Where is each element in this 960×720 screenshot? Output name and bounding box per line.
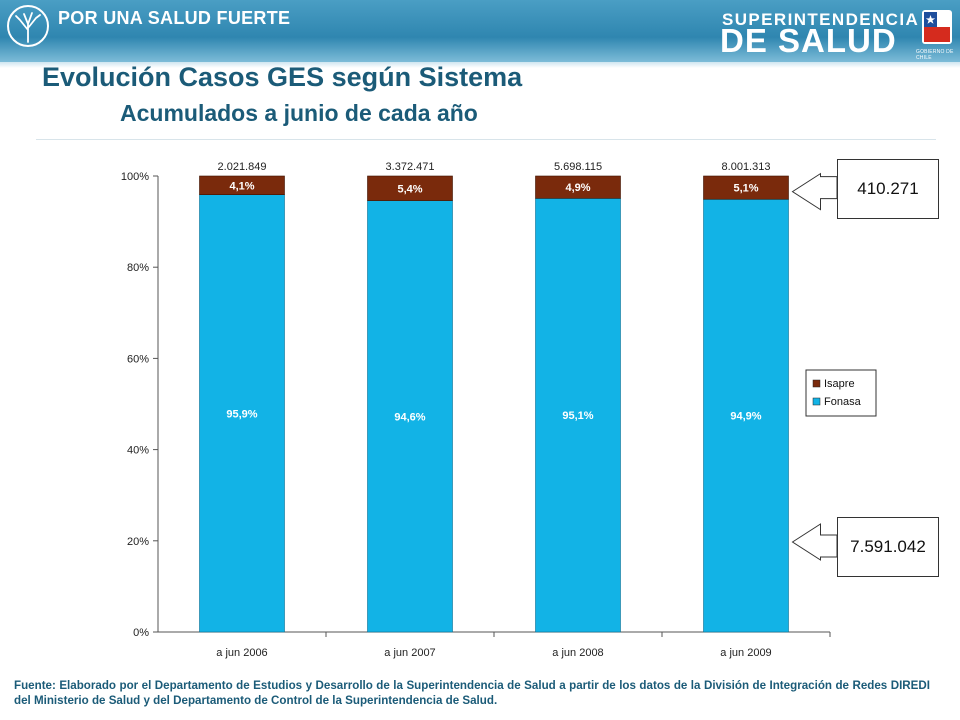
slogan: POR UNA SALUD FUERTE	[58, 8, 291, 28]
data-label-isapre: 5,1%	[733, 183, 758, 195]
bar-isapre	[199, 175, 285, 195]
page-title: Evolución Casos GES según Sistema	[42, 62, 523, 92]
data-label-isapre: 5,4%	[397, 183, 422, 195]
callout-fonasa-total: 7.591.042	[837, 517, 939, 577]
data-label-fonasa: 95,9%	[226, 408, 257, 420]
legend-box	[805, 369, 877, 417]
total-label: 3.372.471	[386, 161, 435, 173]
title-divider	[36, 139, 936, 140]
legend-label: Fonasa	[824, 396, 862, 408]
stacked-bar-chart: 0% 20% 40% 60% 80% 100% 95,9% 4,1% 2.021.849 a j…	[121, 161, 877, 659]
bar-fonasa	[703, 198, 789, 633]
chart-legend: Isapre Fonasa	[805, 369, 877, 417]
brand-top: SUPERINTENDENCIA	[722, 10, 920, 29]
government-shield-icon	[922, 10, 952, 44]
y-tick-label: 100%	[121, 171, 149, 183]
bar-fonasa	[535, 198, 621, 633]
chart-axes: 0% 20% 40% 60% 80% 100%	[121, 171, 831, 639]
data-label-fonasa: 95,1%	[562, 410, 593, 422]
chart-labels: 95,9% 4,1% 2.021.849 a jun 2006 94,6% 5,4% 3.3…	[216, 161, 771, 659]
page-subtitle: Acumulados a junio de cada año	[120, 100, 478, 126]
bar-isapre	[703, 175, 789, 200]
y-tick-label: 60%	[127, 353, 149, 365]
total-label: 5.698.115	[554, 161, 602, 173]
tree-logo-icon	[7, 5, 49, 47]
bar-fonasa	[199, 194, 285, 633]
gov-label: GOBIERNO DE CHILE	[916, 49, 954, 61]
callout-isapre-total: 410.271	[837, 158, 939, 219]
x-tick-label: a jun 2008	[552, 647, 603, 659]
bar-isapre	[367, 175, 453, 201]
x-tick-label: a jun 2009	[720, 647, 771, 659]
callout-arrow-fonasa	[791, 523, 838, 561]
legend-swatch	[812, 379, 821, 388]
total-label: 8.001.313	[722, 161, 771, 173]
callout-arrow-isapre	[791, 172, 838, 211]
chart-bars	[199, 175, 789, 633]
legend-label: Isapre	[824, 378, 855, 390]
data-label-isapre: 4,9%	[565, 182, 590, 194]
y-tick-label: 40%	[127, 445, 149, 457]
x-tick-label: a jun 2006	[216, 647, 267, 659]
header-banner	[0, 0, 960, 62]
callout-arrows	[791, 172, 838, 561]
data-label-fonasa: 94,6%	[394, 411, 425, 423]
total-label: 2.021.849	[218, 161, 267, 173]
data-label-isapre: 4,1%	[229, 180, 254, 192]
legend-swatch	[812, 397, 821, 406]
bar-fonasa	[367, 200, 453, 633]
x-tick-label: a jun 2007	[384, 647, 435, 659]
header-strip	[0, 62, 960, 68]
y-tick-label: 80%	[127, 262, 149, 274]
y-tick-label: 0%	[133, 627, 149, 639]
data-label-fonasa: 94,9%	[730, 411, 761, 423]
y-tick-label: 20%	[127, 536, 149, 548]
brand-bottom: DE SALUD	[720, 22, 897, 59]
source-footnote: Fuente: Elaborado por el Departamento de…	[14, 679, 930, 708]
bar-isapre	[535, 175, 621, 199]
